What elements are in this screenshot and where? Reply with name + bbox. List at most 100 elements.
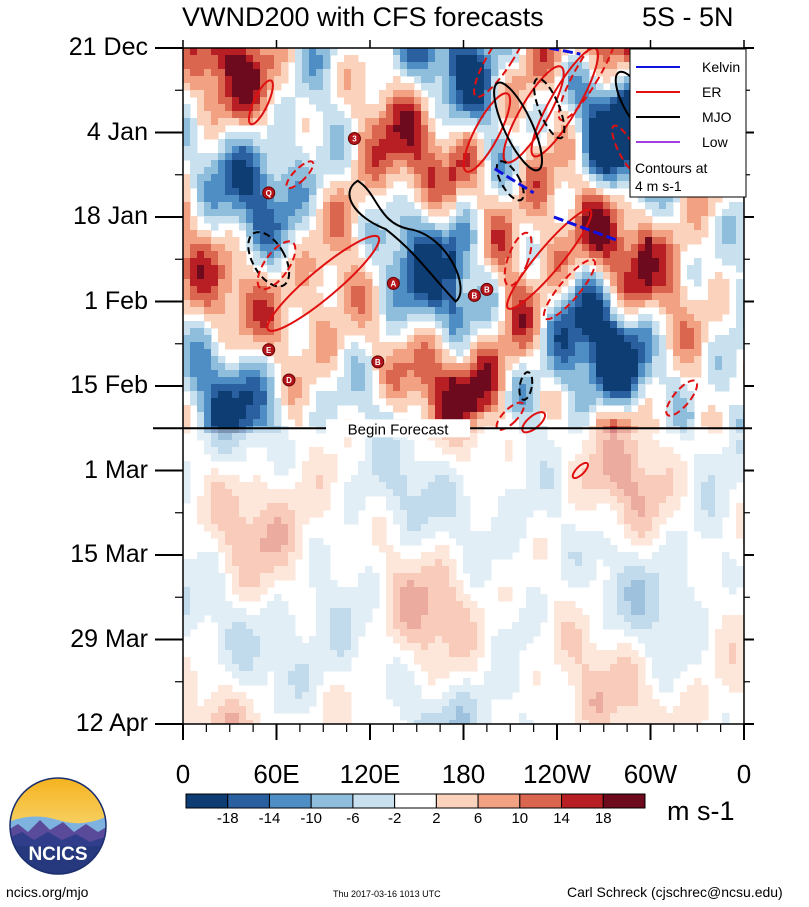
heatmap-cell — [603, 342, 611, 350]
heatmap-cell — [218, 405, 226, 413]
heatmap-cell — [400, 97, 408, 105]
heatmap-cell — [722, 454, 730, 462]
heatmap-cell — [337, 594, 345, 602]
heatmap-cell — [708, 279, 716, 287]
heatmap-cell — [435, 475, 443, 483]
heatmap-cell — [253, 223, 261, 231]
heatmap-cell — [351, 83, 359, 91]
heatmap-cell — [358, 489, 366, 497]
heatmap-cell — [225, 111, 233, 119]
heatmap-cell — [477, 573, 485, 581]
heatmap-cell — [575, 419, 583, 427]
heatmap-cell — [449, 279, 457, 287]
heatmap-cell — [274, 517, 282, 525]
heatmap-cell — [456, 482, 464, 490]
heatmap-cell — [323, 76, 331, 84]
heatmap-cell — [428, 209, 436, 217]
heatmap-cell — [645, 566, 653, 574]
heatmap-cell — [568, 398, 576, 406]
heatmap-cell — [344, 83, 352, 91]
heatmap-cell — [603, 125, 611, 133]
heatmap-cell — [337, 335, 345, 343]
heatmap-cell — [358, 384, 366, 392]
heatmap-cell — [323, 55, 331, 63]
heatmap-cell — [435, 566, 443, 574]
heatmap-cell — [365, 307, 373, 315]
heatmap-cell — [533, 209, 541, 217]
heatmap-cell — [358, 69, 366, 77]
heatmap-cell — [274, 160, 282, 168]
heatmap-cell — [582, 447, 590, 455]
heatmap-cell — [715, 377, 723, 385]
heatmap-cell — [631, 293, 639, 301]
heatmap-cell — [421, 580, 429, 588]
heatmap-cell — [456, 307, 464, 315]
heatmap-cell — [393, 258, 401, 266]
heatmap-cell — [449, 146, 457, 154]
heatmap-cell — [449, 517, 457, 525]
heatmap-cell — [540, 503, 548, 511]
heatmap-cell — [456, 97, 464, 105]
heatmap-cell — [253, 132, 261, 140]
heatmap-cell — [708, 405, 716, 413]
heatmap-cell — [505, 440, 513, 448]
heatmap-cell — [589, 48, 597, 56]
heatmap-cell — [225, 559, 233, 567]
heatmap-cell — [393, 314, 401, 322]
heatmap-cell — [435, 321, 443, 329]
heatmap-cell — [428, 90, 436, 98]
heatmap-cell — [449, 286, 457, 294]
heatmap-cell — [729, 370, 737, 378]
heatmap-cell — [316, 587, 324, 595]
heatmap-cell — [274, 398, 282, 406]
heatmap-cell — [414, 468, 422, 476]
heatmap-cell — [337, 132, 345, 140]
heatmap-cell — [582, 125, 590, 133]
heatmap-cell — [652, 447, 660, 455]
heatmap-cell — [365, 321, 373, 329]
heatmap-cell — [302, 279, 310, 287]
heatmap-cell — [463, 216, 471, 224]
heatmap-cell — [666, 377, 674, 385]
heatmap-cell — [358, 167, 366, 175]
heatmap-cell — [323, 363, 331, 371]
heatmap-cell — [554, 503, 562, 511]
heatmap-cell — [253, 398, 261, 406]
heatmap-cell — [708, 300, 716, 308]
heatmap-cell — [547, 356, 555, 364]
heatmap-cell — [736, 426, 744, 434]
heatmap-cell — [393, 230, 401, 238]
heatmap-cell — [659, 223, 667, 231]
heatmap-cell — [456, 223, 464, 231]
heatmap-cell — [295, 251, 303, 259]
heatmap-cell — [715, 286, 723, 294]
heatmap-cell — [351, 608, 359, 616]
heatmap-cell — [477, 174, 485, 182]
heatmap-cell — [547, 307, 555, 315]
heatmap-cell — [372, 216, 380, 224]
heatmap-cell — [428, 118, 436, 126]
heatmap-cell — [477, 426, 485, 434]
heatmap-cell — [330, 181, 338, 189]
heatmap-cell — [526, 594, 534, 602]
heatmap-cell — [659, 475, 667, 483]
heatmap-cell — [358, 461, 366, 469]
heatmap-cell — [449, 328, 457, 336]
heatmap-cell — [183, 489, 191, 497]
heatmap-cell — [253, 237, 261, 245]
heatmap-cell — [540, 335, 548, 343]
heatmap-cell — [379, 188, 387, 196]
heatmap-cell — [631, 552, 639, 560]
heatmap-cell — [442, 594, 450, 602]
heatmap-cell — [715, 531, 723, 539]
heatmap-cell — [575, 48, 583, 56]
heatmap-cell — [421, 398, 429, 406]
heatmap-cell — [666, 566, 674, 574]
heatmap-cell — [568, 538, 576, 546]
heatmap-cell — [449, 566, 457, 574]
heatmap-cell — [288, 216, 296, 224]
heatmap-cell — [211, 188, 219, 196]
heatmap-cell — [680, 209, 688, 217]
heatmap-cell — [204, 419, 212, 427]
heatmap-cell — [302, 461, 310, 469]
